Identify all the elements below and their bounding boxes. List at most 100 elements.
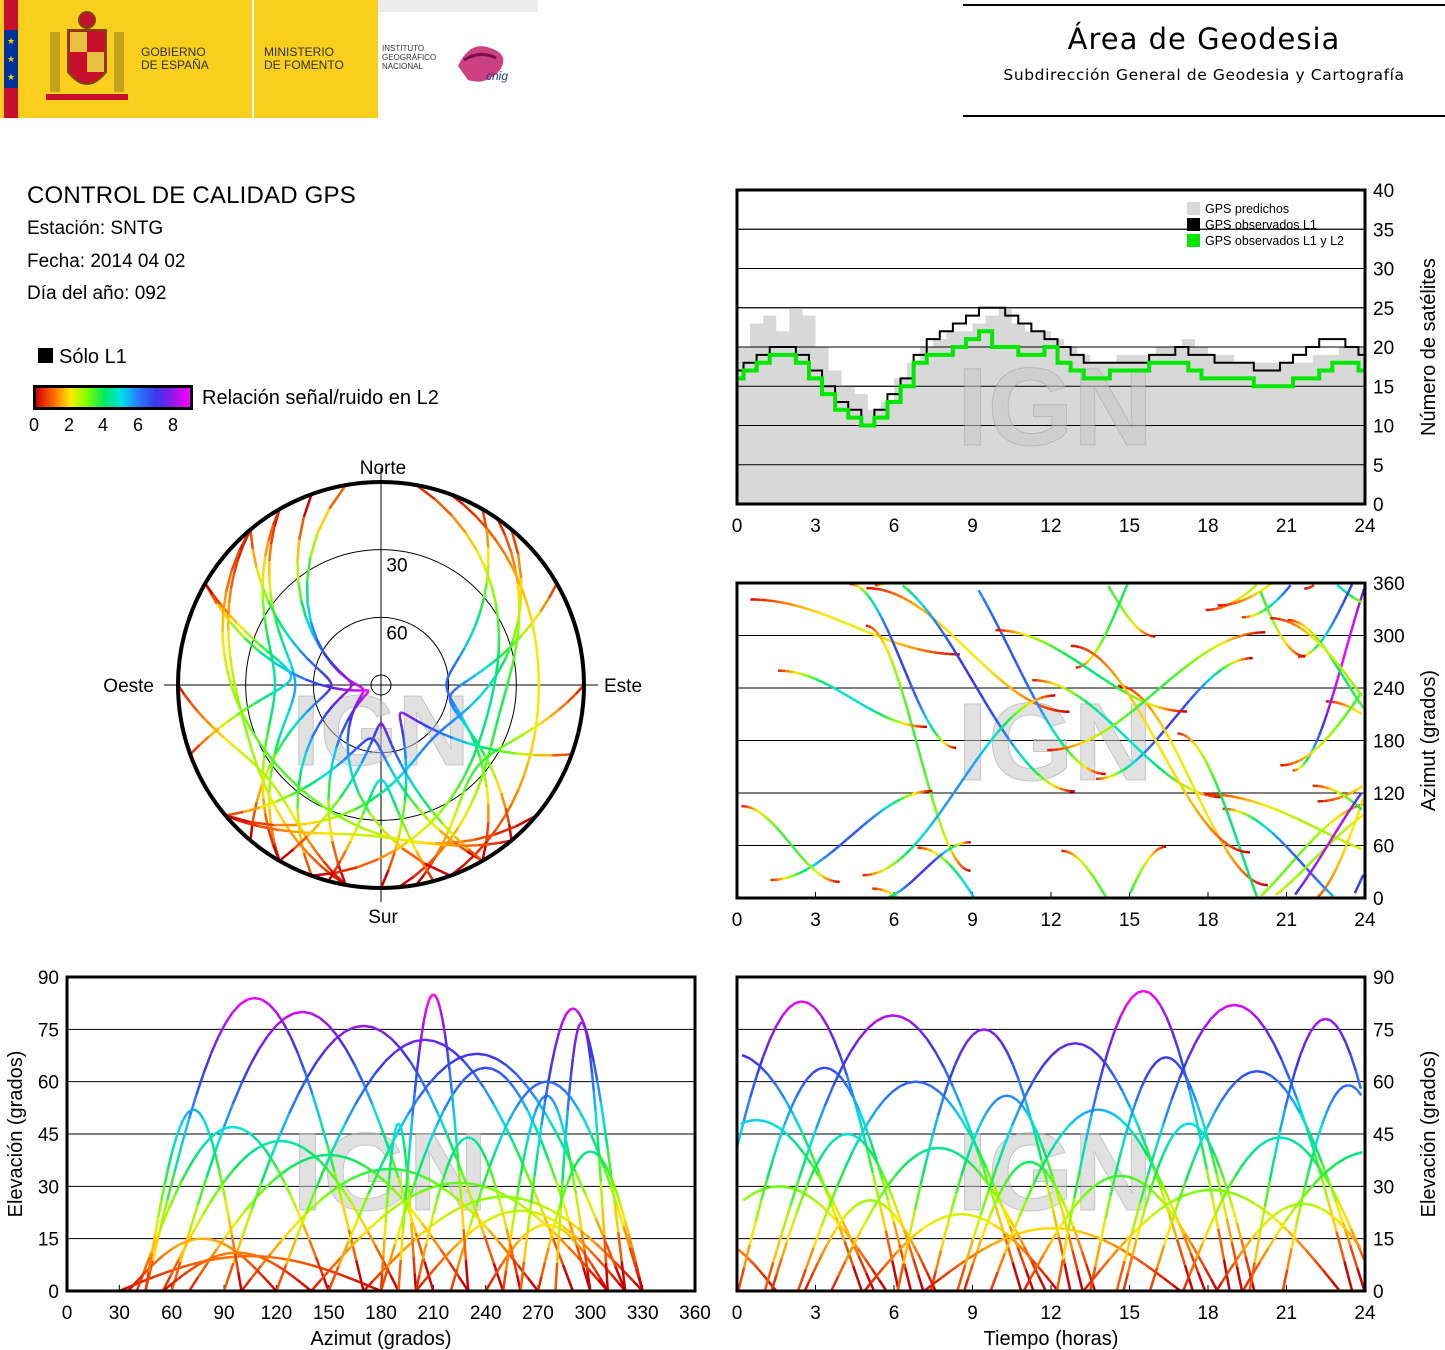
- track-segment: [416, 1084, 429, 1100]
- track-segment: [169, 1143, 176, 1157]
- track-segment: [327, 780, 331, 800]
- track-segment: [1108, 721, 1113, 725]
- track-segment: [1277, 628, 1280, 634]
- track-segment: [858, 1218, 869, 1234]
- track-segment: [290, 665, 295, 674]
- track-segment: [1103, 635, 1105, 639]
- track-segment: [187, 1204, 200, 1234]
- track-segment: [1231, 1206, 1239, 1224]
- track-segment: [884, 807, 888, 810]
- track-segment: [1259, 1139, 1268, 1147]
- track-segment: [937, 856, 939, 858]
- track-segment: [367, 1171, 380, 1196]
- track-segment: [940, 1270, 951, 1279]
- track-segment: [954, 1051, 963, 1065]
- track-segment: [1348, 633, 1351, 642]
- track-segment: [801, 1000, 809, 1005]
- track-segment: [876, 1163, 884, 1175]
- track-segment: [1139, 1143, 1149, 1157]
- track-segment: [427, 736, 435, 745]
- track-segment: [1285, 1247, 1293, 1270]
- track-segment: [768, 1025, 778, 1041]
- track-segment: [331, 698, 340, 707]
- track-segment: [1009, 686, 1014, 690]
- track-segment: [407, 1192, 412, 1208]
- track-segment: [1104, 1109, 1113, 1115]
- track-segment: [250, 730, 262, 745]
- track-segment: [942, 828, 945, 835]
- track-segment: [1043, 642, 1048, 644]
- track-segment: [539, 1203, 551, 1211]
- track-segment: [842, 1228, 852, 1240]
- track-segment: [404, 1040, 416, 1047]
- track-segment: [443, 1034, 449, 1052]
- track-segment: [1277, 1081, 1287, 1092]
- track-segment: [789, 671, 793, 672]
- track-segment: [468, 625, 477, 639]
- track-segment: [198, 1112, 205, 1120]
- legend-swatch: [1187, 218, 1200, 231]
- track-segment: [804, 675, 808, 676]
- track-segment: [1036, 698, 1041, 700]
- direction-north: Norte: [360, 458, 406, 479]
- track-segment: [480, 756, 488, 763]
- track-segment: [486, 1053, 498, 1061]
- track-segment: [488, 1276, 495, 1285]
- track-segment: [249, 1048, 260, 1066]
- y-tick-label: 60: [38, 1073, 59, 1094]
- track-segment: [241, 1208, 254, 1237]
- track-segment: [909, 882, 911, 884]
- track-segment: [398, 813, 404, 824]
- track-segment: [1165, 757, 1169, 765]
- track-segment: [264, 735, 269, 747]
- track-segment: [806, 1071, 815, 1080]
- track-segment: [167, 1194, 177, 1210]
- track-segment: [1011, 1095, 1018, 1101]
- track-segment: [223, 736, 232, 745]
- track-segment: [505, 1077, 515, 1088]
- track-segment: [450, 1092, 456, 1117]
- satellite-tracks: [736, 989, 1366, 1292]
- track-segment: [1316, 745, 1320, 749]
- track-segment: [461, 787, 467, 796]
- track-segment: [347, 756, 354, 775]
- track-segment: [843, 839, 847, 842]
- track-segment: [918, 873, 920, 875]
- snr-tick: 8: [168, 415, 179, 435]
- track-segment: [250, 1263, 258, 1271]
- track-segment: [262, 556, 267, 572]
- track-segment: [1137, 1258, 1148, 1267]
- track-segment: [1223, 844, 1227, 850]
- track-segment: [872, 588, 877, 589]
- x-tick-label: 18: [1197, 910, 1218, 930]
- track-segment: [337, 1154, 348, 1160]
- track-segment: [742, 1244, 752, 1268]
- track-segment: [483, 754, 492, 768]
- track-segment: [1186, 700, 1190, 705]
- track-segment: [1268, 1154, 1277, 1181]
- track-segment: [268, 827, 280, 832]
- track-segment: [954, 845, 956, 846]
- track-segment: [242, 721, 248, 733]
- track-segment: [435, 1109, 445, 1126]
- track-segment: [1242, 871, 1246, 875]
- track-segment: [391, 837, 401, 841]
- track-segment: [1148, 1178, 1156, 1193]
- track-segment: [1155, 1244, 1166, 1269]
- track-segment: [1213, 796, 1218, 797]
- track-segment: [1358, 815, 1363, 819]
- track-segment: [214, 1155, 221, 1170]
- track-segment: [1261, 591, 1264, 599]
- y-tick-label: 10: [1373, 417, 1394, 438]
- track-segment: [485, 752, 493, 759]
- track-segment: [261, 784, 265, 799]
- track-segment: [989, 1204, 996, 1216]
- track-segment: [1350, 844, 1356, 847]
- track-segment: [1148, 857, 1150, 860]
- track-segment: [1085, 662, 1087, 664]
- track-segment: [1044, 1274, 1053, 1284]
- track-segment: [1348, 706, 1352, 712]
- track-segment: [1300, 868, 1305, 873]
- track-segment: [918, 748, 921, 758]
- track-segment: [282, 663, 288, 670]
